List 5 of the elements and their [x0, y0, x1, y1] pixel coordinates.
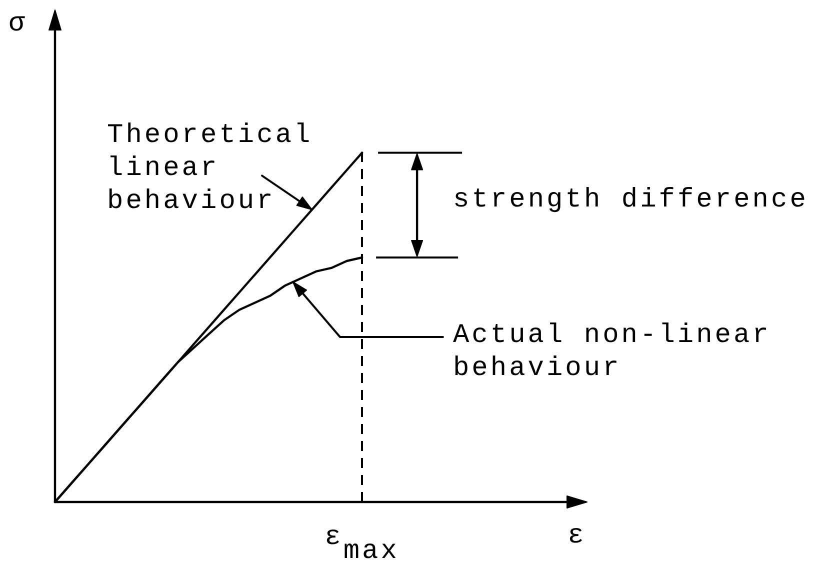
text: Actual non-linear behaviour — [452, 320, 772, 386]
x-axis-title: ε — [568, 520, 586, 554]
y-axis-title: σ — [8, 8, 28, 42]
series-label: Theoretical linear behaviour — [107, 120, 314, 219]
annotation: strength difference — [453, 184, 808, 218]
